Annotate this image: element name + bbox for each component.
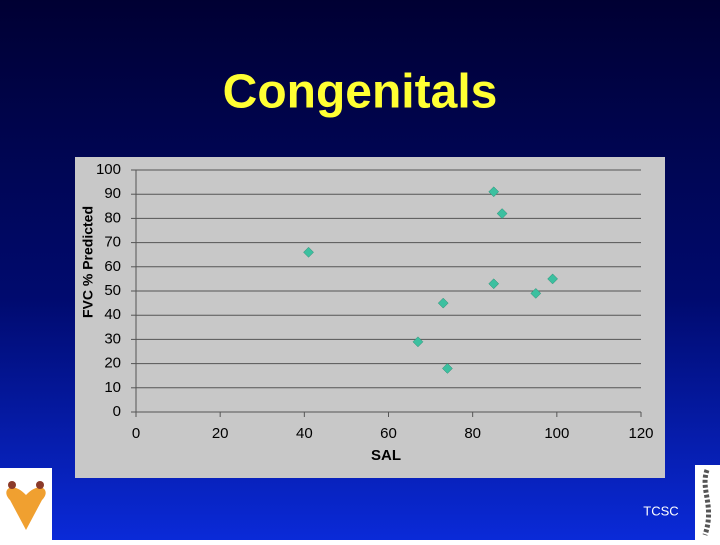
y-tick-label: 40 bbox=[104, 306, 121, 323]
point bbox=[547, 273, 558, 285]
point bbox=[303, 246, 314, 258]
y-tick-label: 60 bbox=[104, 258, 121, 275]
point bbox=[488, 186, 500, 198]
footer-text: TCSC bbox=[643, 503, 678, 518]
y-axis-label: FVC % Predicted bbox=[80, 206, 96, 318]
y-tick-label: 0 bbox=[113, 403, 121, 420]
logo-left bbox=[0, 468, 52, 540]
x-tick-label: 80 bbox=[464, 425, 481, 442]
point bbox=[442, 363, 453, 374]
x-axis-label: SAL bbox=[371, 447, 401, 464]
y-tick-label: 80 bbox=[104, 209, 121, 226]
y-tick-label: 90 bbox=[104, 185, 121, 202]
plot-background bbox=[75, 157, 665, 478]
y-tick-label: 70 bbox=[104, 234, 121, 251]
point bbox=[496, 208, 508, 219]
point bbox=[437, 297, 449, 309]
y-tick-label: 10 bbox=[104, 379, 121, 396]
point bbox=[488, 278, 500, 290]
x-tick-label: 40 bbox=[296, 425, 313, 442]
x-tick-label: 100 bbox=[544, 425, 569, 442]
y-tick-label: 30 bbox=[104, 330, 121, 347]
x-tick-label: 20 bbox=[212, 425, 229, 442]
x-tick-label: 60 bbox=[380, 425, 397, 442]
slide-title: Congenitals bbox=[223, 66, 498, 119]
x-tick-label: 0 bbox=[132, 425, 140, 442]
y-tick-label: 100 bbox=[96, 161, 121, 178]
logo-right bbox=[695, 465, 720, 540]
x-tick-label: 120 bbox=[628, 425, 653, 442]
point bbox=[530, 288, 542, 299]
point bbox=[412, 336, 424, 348]
y-tick-label: 50 bbox=[104, 282, 121, 299]
y-tick-label: 20 bbox=[104, 355, 121, 372]
